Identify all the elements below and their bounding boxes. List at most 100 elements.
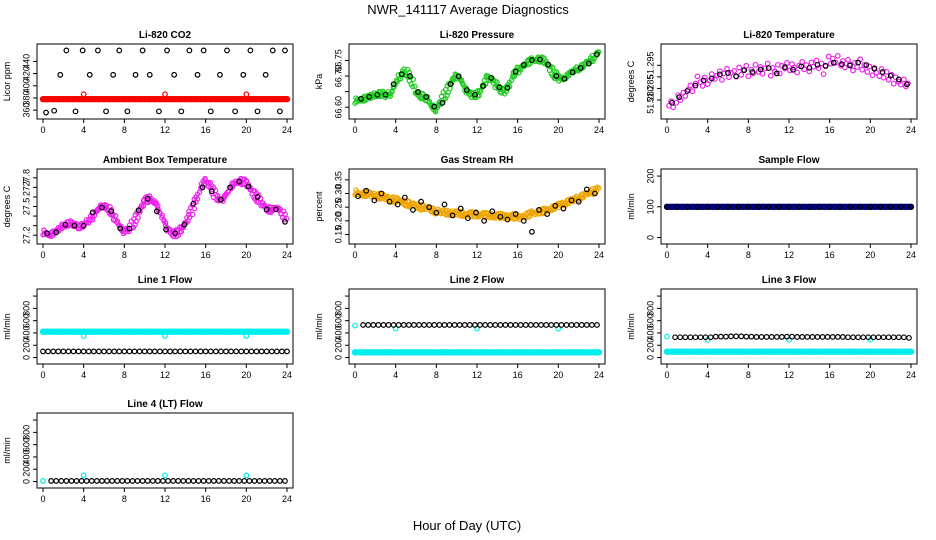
data-point: [897, 203, 904, 210]
data-point: [154, 478, 161, 484]
data-point: [796, 203, 803, 210]
data-point: [502, 322, 509, 328]
y-axis-label: ml/min: [626, 193, 636, 220]
series-black-open: [669, 59, 910, 106]
y-tick-label: 0: [21, 479, 31, 484]
data-point: [426, 204, 433, 211]
data-point: [163, 226, 169, 233]
data-point: [172, 348, 179, 355]
data-point: [538, 322, 544, 328]
plot-frame: [36, 43, 294, 120]
data-point: [263, 206, 270, 213]
x-tick-label: 0: [664, 250, 669, 260]
data-point: [109, 478, 116, 484]
data-point: [233, 348, 240, 355]
data-point: [588, 322, 595, 328]
data-point: [692, 82, 699, 89]
data-point: [548, 322, 555, 328]
data-point: [45, 348, 51, 355]
data-point: [492, 322, 499, 328]
series-red-filled: [39, 95, 291, 103]
data-point: [141, 348, 148, 355]
x-tick-label: 8: [122, 125, 127, 135]
data-point: [890, 80, 897, 87]
data-point: [481, 217, 488, 224]
data-point: [256, 478, 263, 484]
x-tick-label: 20: [241, 125, 251, 135]
data-point: [178, 108, 185, 115]
data-point: [243, 333, 250, 339]
data-point: [99, 478, 105, 484]
data-point: [139, 478, 146, 484]
data-point: [80, 348, 87, 355]
data-point: [273, 348, 280, 355]
data-point: [116, 47, 123, 54]
data-point: [103, 108, 109, 115]
data-point: [48, 478, 55, 484]
data-point: [71, 222, 78, 229]
data-point: [228, 348, 234, 355]
x-tick-label: 4: [81, 250, 86, 260]
data-point: [749, 69, 756, 75]
data-point: [738, 333, 745, 340]
data-point: [248, 348, 255, 355]
series-cyan-open: [40, 472, 250, 484]
data-point: [208, 188, 215, 195]
data-point: [674, 203, 681, 210]
data-point: [83, 478, 90, 484]
x-tick-label: 16: [825, 250, 835, 260]
panel-title: Li-820 Temperature: [743, 30, 835, 41]
chart-panel-5: Sample Flow ml/min 0 4 8 12 16 20 24 0 100 200: [626, 155, 918, 260]
data-point: [700, 77, 707, 84]
data-point: [433, 209, 440, 216]
data-point: [476, 87, 482, 94]
data-point: [575, 198, 582, 205]
data-point: [410, 84, 416, 90]
data-point: [725, 203, 731, 210]
x-tick-label: 16: [513, 250, 523, 260]
data-point: [117, 225, 124, 232]
x-tick-label: 4: [705, 250, 710, 260]
data-point: [431, 322, 438, 328]
data-point: [697, 334, 704, 341]
data-point: [162, 348, 168, 355]
data-point: [151, 348, 158, 355]
panel-title: Line 4 (LT) Flow: [127, 399, 203, 410]
x-tick-label: 0: [352, 370, 357, 380]
data-point: [460, 82, 466, 88]
data-point: [568, 197, 575, 204]
y-tick-label: 0.15: [333, 226, 343, 244]
y-tick-label: 66.60: [333, 96, 343, 119]
data-point: [583, 322, 590, 328]
data-point: [735, 203, 742, 210]
y-tick-label: 27.7: [21, 179, 31, 197]
data-point: [776, 70, 783, 77]
data-point: [43, 109, 49, 116]
data-point: [806, 64, 813, 71]
data-point: [879, 69, 886, 75]
data-point: [784, 59, 790, 66]
data-point: [187, 348, 194, 355]
data-point: [743, 333, 750, 340]
data-point: [140, 203, 147, 209]
chart-panel-8: Line 3 Flow ml/min 0 4 8 12 16 20 24 0 20040060080…: [626, 275, 918, 380]
data-point: [243, 348, 250, 355]
data-point: [358, 95, 365, 102]
data-point: [153, 208, 160, 215]
data-point: [165, 478, 171, 484]
data-point: [162, 91, 168, 98]
series-magenta-open: [666, 52, 911, 111]
data-point: [224, 47, 230, 54]
data-point: [529, 228, 535, 235]
data-point: [400, 322, 407, 328]
data-point: [439, 99, 446, 106]
data-point: [816, 203, 823, 210]
data-point: [146, 71, 153, 78]
data-point: [692, 80, 699, 87]
y-axis-label: degrees C: [2, 185, 12, 227]
data-point: [119, 478, 126, 484]
data-point: [106, 348, 112, 355]
data-point: [677, 97, 684, 104]
data-point: [520, 217, 527, 224]
